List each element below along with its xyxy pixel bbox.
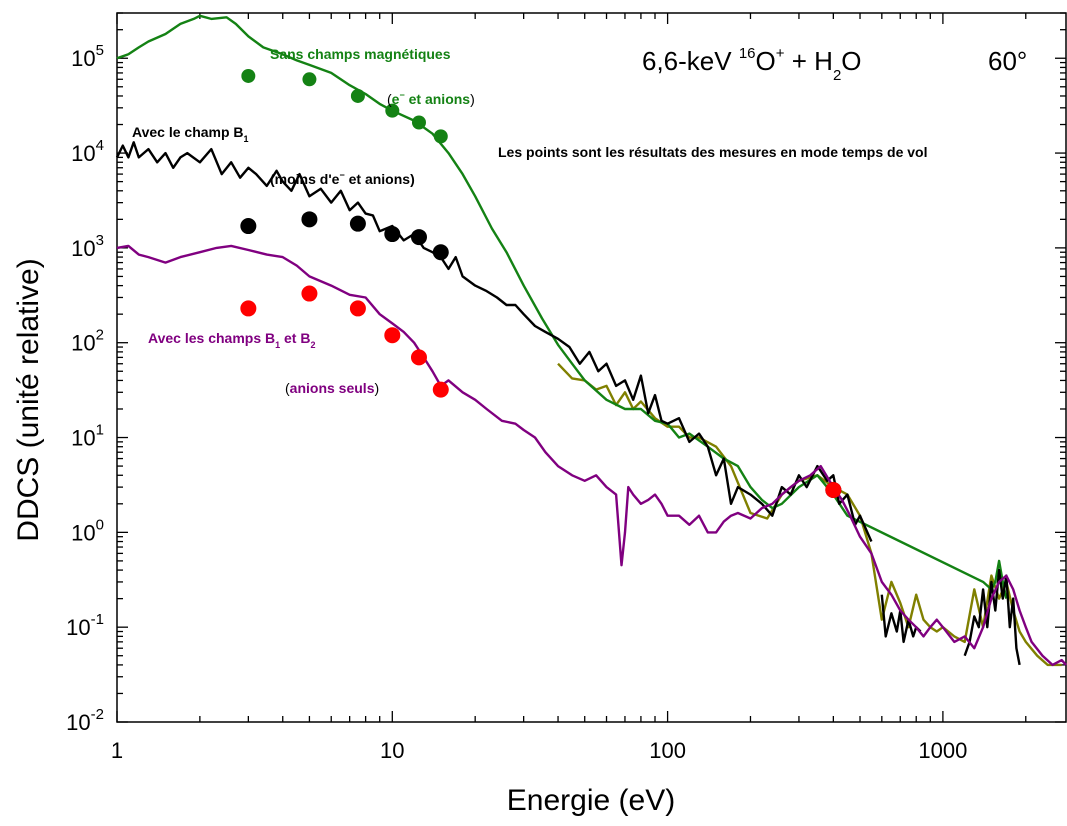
data-point-marker	[410, 349, 427, 366]
title-mass-number: 16	[739, 45, 756, 62]
title-charge: +	[776, 45, 785, 62]
ann3-a: (moins d'e	[270, 171, 340, 187]
y-tick-base: 10	[66, 710, 90, 735]
ann6-open: (	[285, 380, 290, 396]
y-tick-exponent: 4	[96, 137, 104, 154]
y-tick-exponent: 5	[96, 42, 104, 59]
y-tick-label: 100	[71, 516, 104, 545]
title-target-a: + H	[785, 46, 833, 76]
x-tick-label: 100	[649, 738, 686, 763]
series-line	[116, 14, 1008, 599]
data-point-marker	[240, 300, 257, 317]
y-tick-base: 10	[71, 426, 95, 451]
y-tick-label: 10-2	[66, 706, 104, 735]
ann5-sub1: 1	[275, 340, 280, 350]
data-point-marker	[411, 115, 426, 130]
data-point-marker	[433, 129, 448, 144]
title-ion: O	[756, 46, 776, 76]
x-tick-label: 1000	[918, 738, 967, 763]
data-point-marker	[302, 72, 317, 87]
data-point-marker	[301, 211, 318, 228]
data-point-marker	[350, 88, 365, 103]
data-point-marker	[385, 103, 400, 118]
x-tick-label: 1	[111, 738, 123, 763]
annotation-no-field: Sans champs magnétiques	[270, 46, 451, 62]
ann1-open: (	[387, 91, 392, 107]
ann6-text: anions seuls	[290, 380, 375, 396]
data-point-marker	[241, 68, 256, 83]
title-target-sub: 2	[833, 67, 841, 84]
annotation-fields-b1-b2: Avec les champs B1 et B2	[148, 330, 315, 350]
chart-angle: 60°	[988, 46, 1027, 76]
y-tick-exponent: 0	[96, 516, 104, 533]
data-point-marker	[349, 300, 366, 317]
y-tick-exponent: -2	[91, 706, 104, 723]
data-point-marker	[301, 285, 318, 302]
y-tick-label: 104	[71, 137, 104, 166]
annotation-tof-note: Les points sont les résultats des mesure…	[498, 144, 927, 160]
ann1-e: e	[392, 91, 400, 107]
y-tick-exponent: 3	[96, 232, 104, 249]
series-line	[115, 141, 873, 542]
y-tick-label: 102	[71, 327, 104, 356]
ann1-close: )	[470, 91, 475, 107]
y-tick-base: 10	[71, 331, 95, 356]
title-target-b: O	[841, 46, 861, 76]
data-point-marker	[432, 381, 449, 398]
y-tick-label: 103	[71, 232, 104, 261]
chart-title: 6,6-keV 16O+ + H2O	[642, 45, 862, 84]
ann2-sub: 1	[244, 134, 249, 144]
data-point-marker	[410, 229, 427, 246]
ann1-mid: et anions	[405, 91, 471, 107]
annotation-fewer-electrons: (moins d'e− et anions)	[270, 170, 415, 187]
y-tick-label: 10-1	[66, 611, 104, 640]
series-line	[880, 594, 922, 644]
y-tick-exponent: 2	[96, 327, 104, 344]
y-tick-base: 10	[71, 520, 95, 545]
annotation-anions-only: (anions seuls)	[285, 380, 379, 396]
y-tick-base: 10	[71, 141, 95, 166]
marker-layer	[240, 68, 842, 498]
data-point-marker	[432, 244, 449, 261]
data-point-marker	[384, 226, 401, 243]
y-tick-exponent: -1	[91, 611, 104, 628]
y-tick-label: 101	[71, 422, 104, 451]
series-line	[116, 244, 1067, 667]
ann5-sub2: 2	[310, 340, 315, 350]
y-tick-exponent: 1	[96, 422, 104, 439]
y-tick-base: 10	[71, 236, 95, 261]
title-projectile: 6,6-keV	[642, 46, 739, 76]
data-point-marker	[349, 215, 366, 232]
x-tick-label: 10	[380, 738, 404, 763]
ann5-b: et B	[280, 330, 310, 346]
y-tick-base: 10	[66, 615, 90, 640]
y-axis-title: DDCS (unité relative)	[12, 258, 45, 541]
x-axis-title: Energie (eV)	[507, 784, 675, 817]
data-point-marker	[825, 481, 842, 498]
annotation-electrons-anions: (e− et anions)	[387, 90, 475, 107]
y-tick-label: 105	[71, 42, 104, 71]
plot-area	[116, 12, 1067, 723]
series-layer	[115, 14, 1067, 667]
annotation-field-b1: Avec le champ B1	[132, 124, 249, 144]
ann2-text: Avec le champ B	[132, 124, 244, 140]
y-tick-base: 10	[71, 46, 95, 71]
ann1-e-sup: −	[399, 90, 404, 100]
series-line	[963, 568, 1021, 666]
ann6-close: )	[374, 380, 379, 396]
ann3-sup: −	[339, 170, 344, 180]
data-point-marker	[240, 218, 257, 235]
ann3-b: et anions)	[345, 171, 415, 187]
ann5-a: Avec les champs B	[148, 330, 275, 346]
data-point-marker	[384, 327, 401, 344]
